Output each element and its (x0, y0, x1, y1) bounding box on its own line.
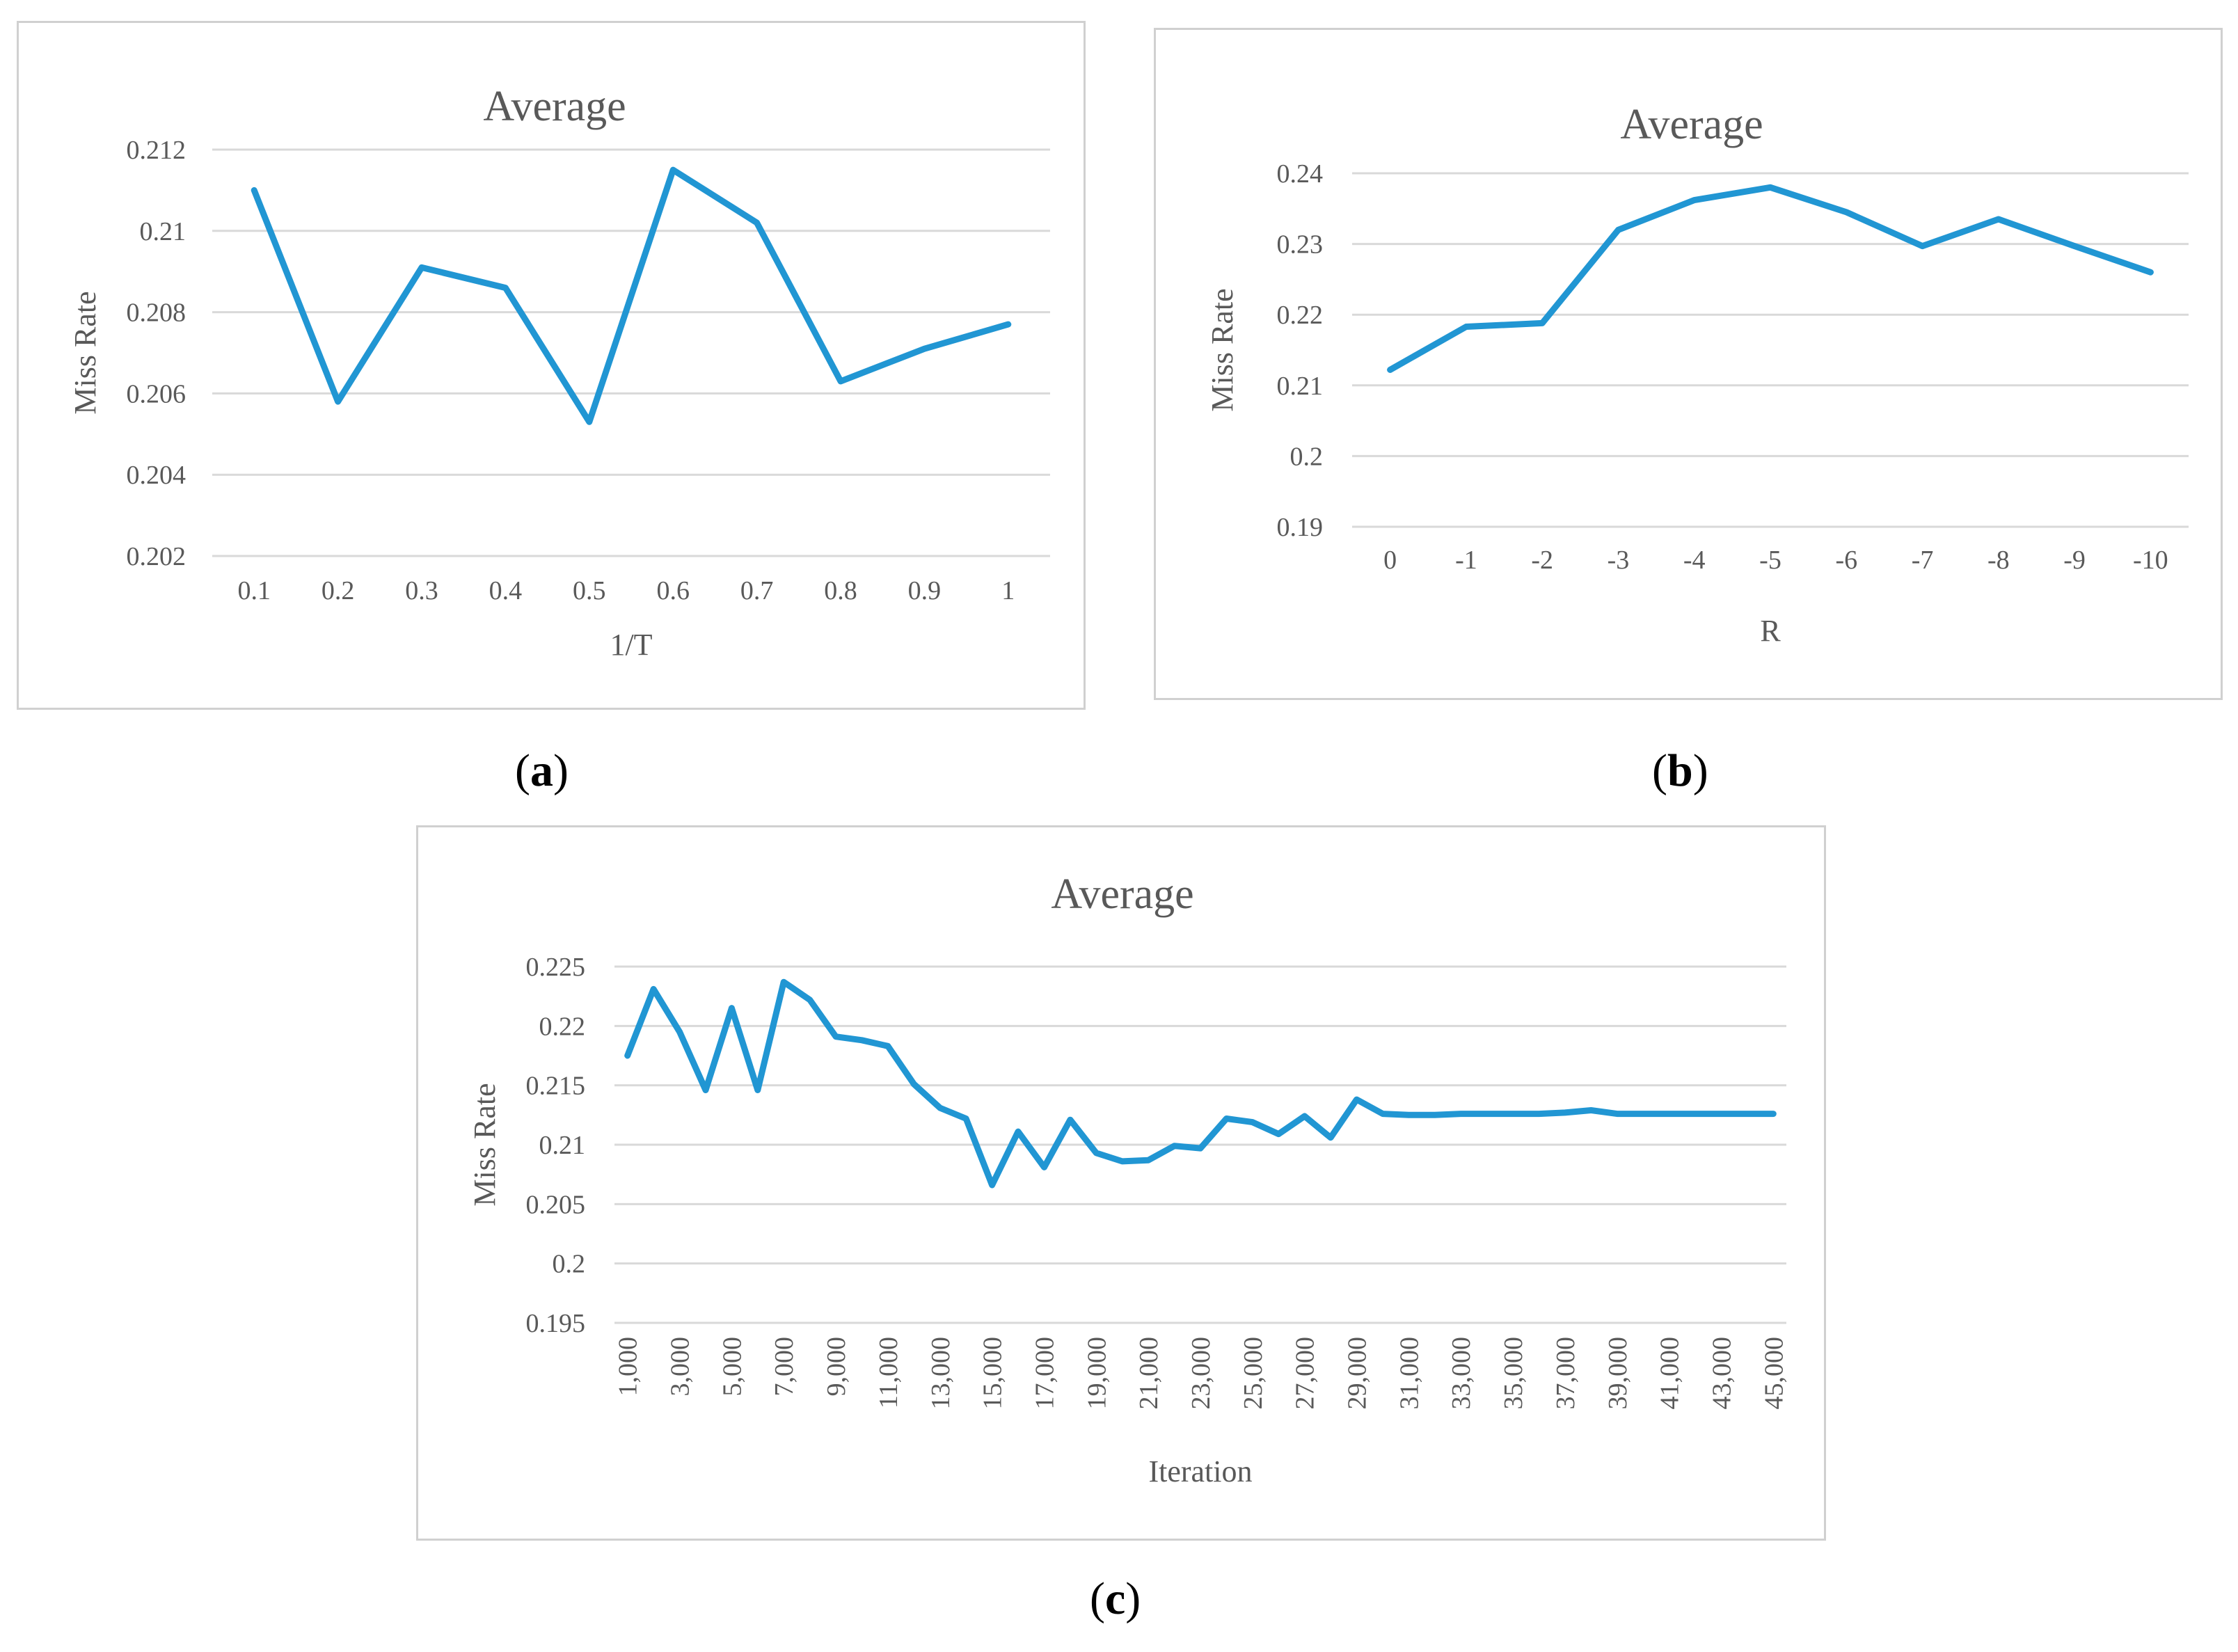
chart-b-x-tick-label: -7 (1912, 546, 1934, 575)
chart-b-x-tick-label: 0 (1383, 546, 1397, 575)
chart-c-x-tick-label: 43,000 (1707, 1337, 1736, 1410)
chart-panel-c: Average 0.195 0.2 0.205 0.21 0.215 0.22 0.225 1,… (416, 825, 1826, 1541)
chart-a-y-tick-label: 0.204 (127, 461, 186, 490)
chart-c-x-tick-label: 35,000 (1499, 1337, 1528, 1410)
chart-c-y-axis-title: Miss Rate (468, 1083, 502, 1206)
chart-c-x-tick-label: 41,000 (1656, 1337, 1685, 1410)
chart-a-x-tick-label: 0.6 (656, 576, 690, 605)
chart-c-title: Average (1051, 871, 1193, 918)
chart-c-x-tick-label: 7,000 (770, 1337, 799, 1397)
chart-c-x-tick-label: 39,000 (1603, 1337, 1633, 1410)
chart-a-y-tick-label: 0.206 (127, 379, 186, 408)
chart-c-x-tick-label: 21,000 (1134, 1337, 1164, 1410)
chart-b-y-tick-label: 0.21 (1277, 372, 1324, 401)
chart-a-x-axis-title: 1/T (610, 628, 652, 662)
chart-b-title: Average (1620, 101, 1763, 148)
chart-b-x-tick-label: -4 (1683, 546, 1706, 575)
caption-b: (b) (1652, 745, 1708, 796)
chart-c-x-tick-label: 19,000 (1082, 1337, 1111, 1410)
chart-b-x-axis-title: R (1760, 614, 1781, 648)
chart-c-x-axis-title: Iteration (1148, 1454, 1252, 1488)
chart-b-x-tick-label: -9 (2063, 546, 2086, 575)
chart-c-x-tick-label: 13,000 (926, 1337, 955, 1410)
chart-c-x-tick-label: 25,000 (1239, 1337, 1268, 1410)
chart-b-y-tick-label: 0.22 (1277, 301, 1324, 330)
chart-a-y-axis-title: Miss Rate (68, 291, 102, 414)
chart-c-y-tick-label: 0.21 (539, 1131, 586, 1160)
chart-panel-b: Average 0.19 0.2 0.21 0.22 0.23 0.24 0 -1 -2 -3 -4 -… (1154, 28, 2223, 700)
chart-b-series-line (1387, 184, 2154, 373)
chart-c-series-line (624, 978, 1777, 1189)
chart-c-x-tick-label: 9,000 (822, 1337, 851, 1397)
chart-a-x-tick-label: 0.4 (489, 576, 523, 605)
chart-c-x-tick-label: 33,000 (1447, 1337, 1476, 1410)
chart-c-x-tick-label: 31,000 (1395, 1337, 1424, 1410)
chart-c-x-tick-label: 3,000 (666, 1337, 695, 1397)
chart-c-y-tick-label: 0.22 (539, 1012, 586, 1041)
chart-a-x-tick-label: 0.7 (740, 576, 774, 605)
chart-b-y-tick-label: 0.2 (1290, 442, 1324, 471)
chart-a-y-tick-label: 0.202 (127, 542, 186, 571)
chart-c-x-tick-label: 5,000 (717, 1337, 747, 1397)
chart-panel-a: Average 0.202 0.204 0.206 0.208 0.21 0.212 0.1 0… (17, 21, 1086, 710)
chart-c-x-tick-label: 45,000 (1759, 1337, 1788, 1410)
chart-a-y-tick-label: 0.21 (140, 217, 186, 246)
chart-a-x-tick-label: 0.3 (405, 576, 438, 605)
chart-b-x-tick-label: -8 (1987, 546, 2010, 575)
chart-a-y-tick-label: 0.212 (127, 136, 186, 165)
chart-c-x-tick-label: 1,000 (614, 1337, 643, 1397)
chart-a-y-tick-label: 0.208 (127, 299, 186, 328)
chart-c-x-tick-label: 23,000 (1187, 1337, 1216, 1410)
chart-c-y-tick-label: 0.2 (553, 1250, 586, 1279)
chart-b-x-tick-label: -6 (1835, 546, 1857, 575)
chart-a-x-tick-label: 0.9 (908, 576, 942, 605)
chart-b-y-tick-label: 0.19 (1277, 513, 1324, 542)
chart-c-y-tick-label: 0.205 (526, 1190, 586, 1219)
chart-a-title: Average (483, 83, 626, 130)
chart-a-x-tick-label: 0.8 (824, 576, 857, 605)
chart-b-x-tick-label: -1 (1455, 546, 1477, 575)
chart-b-x-tick-label: -10 (2133, 546, 2168, 575)
chart-a-series-line (251, 166, 1012, 425)
caption-a: (a) (515, 745, 569, 796)
chart-b-y-tick-label: 0.23 (1277, 230, 1324, 260)
chart-c-canvas: Average 0.195 0.2 0.205 0.21 0.215 0.22 0.225 1,… (468, 871, 1788, 1488)
chart-c-x-tick-label: 27,000 (1291, 1337, 1320, 1410)
chart-c-y-tick-label: 0.215 (526, 1072, 586, 1101)
chart-c-x-tick-label: 15,000 (978, 1337, 1008, 1410)
chart-c-x-tick-label: 29,000 (1343, 1337, 1372, 1410)
chart-b-x-tick-label: -3 (1608, 546, 1630, 575)
chart-a-x-tick-label: 0.5 (573, 576, 606, 605)
chart-b-x-tick-label: -5 (1759, 546, 1781, 575)
chart-c-x-tick-label: 37,000 (1551, 1337, 1580, 1410)
chart-a-x-tick-label: 1 (1001, 576, 1015, 605)
chart-c-x-tick-label: 17,000 (1030, 1337, 1059, 1410)
chart-c-y-tick-label: 0.225 (526, 953, 586, 982)
chart-a-x-tick-label: 0.1 (237, 576, 271, 605)
chart-c-x-tick-label: 11,000 (874, 1337, 903, 1408)
chart-c-y-tick-label: 0.195 (526, 1309, 586, 1338)
chart-b-x-tick-label: -2 (1531, 546, 1553, 575)
caption-c: (c) (1090, 1573, 1141, 1624)
chart-b-canvas: Average 0.19 0.2 0.21 0.22 0.23 0.24 0 -1 -2 -3 -4 -… (1205, 101, 2189, 648)
chart-b-y-tick-label: 0.24 (1277, 159, 1324, 189)
chart-b-y-axis-title: Miss Rate (1205, 288, 1239, 411)
chart-a-x-tick-label: 0.2 (322, 576, 355, 605)
